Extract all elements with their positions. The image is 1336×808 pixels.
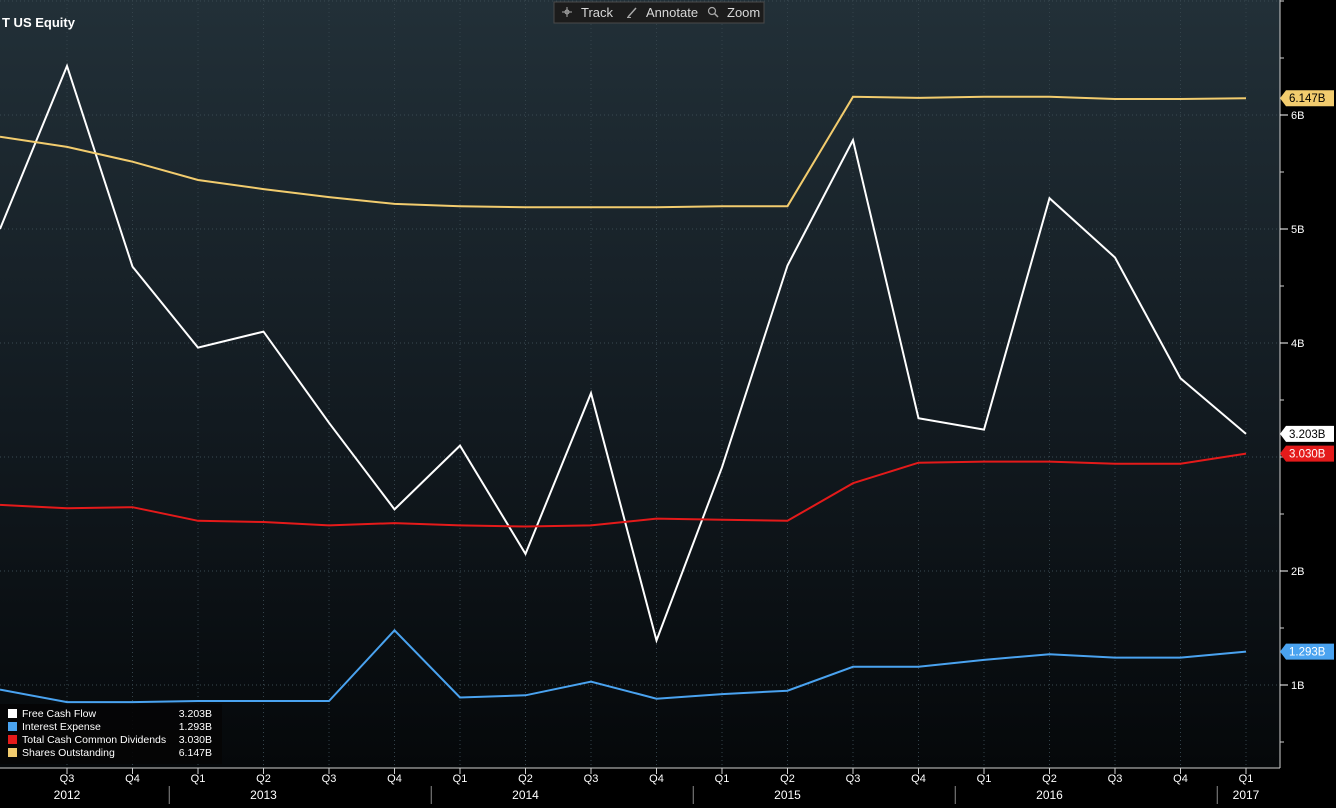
x-tick-label: Q1 (191, 773, 206, 785)
toolbar-label: Annotate (646, 5, 698, 20)
x-tick-label: Q2 (1042, 773, 1057, 785)
x-tick-label: Q3 (322, 773, 337, 785)
tag-shape (1280, 643, 1334, 660)
x-axis: Q3 Q4 Q1 Q2 Q3 Q4 Q1 Q2 Q3 Q4 Q1 Q2 Q3 Q4 Q1 Q2 Q3 Q4 Q1 20… (54, 768, 1260, 804)
series-line-free-cash-flow (0, 63, 1247, 644)
last-value-tags: 3.203B 1.293B 3.030B 6.147B (1280, 90, 1334, 660)
x-year-label: 2015 (774, 788, 801, 802)
series-lines (0, 63, 1247, 704)
legend-item: Free Cash Flow 3.203B (8, 708, 212, 720)
legend-value: 3.030B (179, 734, 212, 746)
legend-label: Free Cash Flow (22, 708, 97, 720)
legend-value: 6.147B (179, 747, 212, 759)
x-tick-label: Q4 (1173, 773, 1188, 785)
x-tick-label: Q1 (1239, 773, 1254, 785)
series-line-total-cash-common-dividends (0, 452, 1247, 528)
last-value-tag: 1.293B (1280, 643, 1334, 660)
x-tick-label: Q1 (977, 773, 992, 785)
toolbar-label: Zoom (727, 5, 760, 20)
x-tick-label: Q2 (256, 773, 271, 785)
x-tick-label: Q1 (453, 773, 468, 785)
pencil-icon (627, 7, 637, 18)
y-tick-label: 4B (1291, 338, 1304, 350)
legend-item: Shares Outstanding 6.147B (8, 747, 212, 759)
last-value-tag: 6.147B (1280, 90, 1334, 107)
y-axis: 1B 2B 4B 5B 6B (1280, 0, 1304, 743)
tag-shape (1280, 445, 1334, 462)
legend-label: Total Cash Common Dividends (22, 734, 166, 746)
tag-label: 6.147B (1289, 93, 1326, 105)
legend-swatch (8, 748, 17, 757)
x-tick-label: Q2 (518, 773, 533, 785)
last-value-tag: 3.203B (1280, 425, 1334, 442)
y-tick-label: 6B (1291, 110, 1304, 122)
legend-label: Shares Outstanding (22, 747, 115, 759)
legend-value: 3.203B (179, 708, 212, 720)
x-tick-label: Q4 (125, 773, 140, 785)
series-line-shares-outstanding (0, 95, 1247, 209)
legend-swatch (8, 735, 17, 744)
x-year-label: 2017 (1233, 788, 1260, 802)
toolbar-label: Track (581, 5, 614, 20)
x-tick-label: Q1 (715, 773, 730, 785)
x-tick-label: Q4 (387, 773, 402, 785)
toolbar-track-button[interactable]: Track (562, 5, 614, 20)
series-line-interest-expense (0, 628, 1247, 704)
toolbar-zoom-button[interactable]: Zoom (707, 5, 761, 20)
legend-item: Interest Expense 1.293B (8, 721, 212, 733)
x-tick-label: Q4 (649, 773, 664, 785)
last-value-tag: 3.030B (1280, 445, 1334, 462)
x-year-label: 2013 (250, 788, 277, 802)
x-tick-label: Q3 (1108, 773, 1123, 785)
tag-shape (1280, 425, 1334, 442)
chart-toolbar: Track Annotate Zoom (553, 1, 765, 24)
y-axis-panel (1280, 0, 1336, 808)
y-tick-label: 5B (1291, 224, 1304, 236)
plot-background (0, 0, 1280, 768)
x-tick-label: Q2 (780, 773, 795, 785)
magnifier-icon (707, 6, 719, 18)
grid-lines (0, 0, 1280, 768)
x-tick-label: Q3 (846, 773, 861, 785)
legend-value: 1.293B (179, 721, 212, 733)
x-year-label: 2012 (54, 788, 81, 802)
crosshair-icon (562, 7, 572, 17)
toolbar-annotate-button[interactable]: Annotate (627, 5, 698, 20)
tag-label: 3.030B (1289, 449, 1326, 461)
x-year-label: 2014 (512, 788, 539, 802)
x-tick-label: Q3 (60, 773, 75, 785)
y-tick-label: 1B (1291, 680, 1304, 692)
y-tick-label: 2B (1291, 566, 1304, 578)
x-tick-label: Q3 (584, 773, 599, 785)
tag-label: 1.293B (1289, 647, 1326, 659)
x-year-label: 2016 (1036, 788, 1063, 802)
legend-swatch (8, 722, 17, 731)
legend-swatch (8, 709, 17, 718)
x-tick-label: Q4 (911, 773, 926, 785)
tag-shape (1280, 90, 1334, 107)
legend-item: Total Cash Common Dividends 3.030B (8, 734, 212, 746)
chart-title: T US Equity (2, 15, 76, 30)
tag-label: 3.203B (1289, 429, 1326, 441)
x-axis-panel (0, 768, 1280, 808)
legend-label: Interest Expense (22, 721, 101, 733)
legend: Free Cash Flow 3.203B Interest Expense 1.29… (0, 704, 222, 764)
